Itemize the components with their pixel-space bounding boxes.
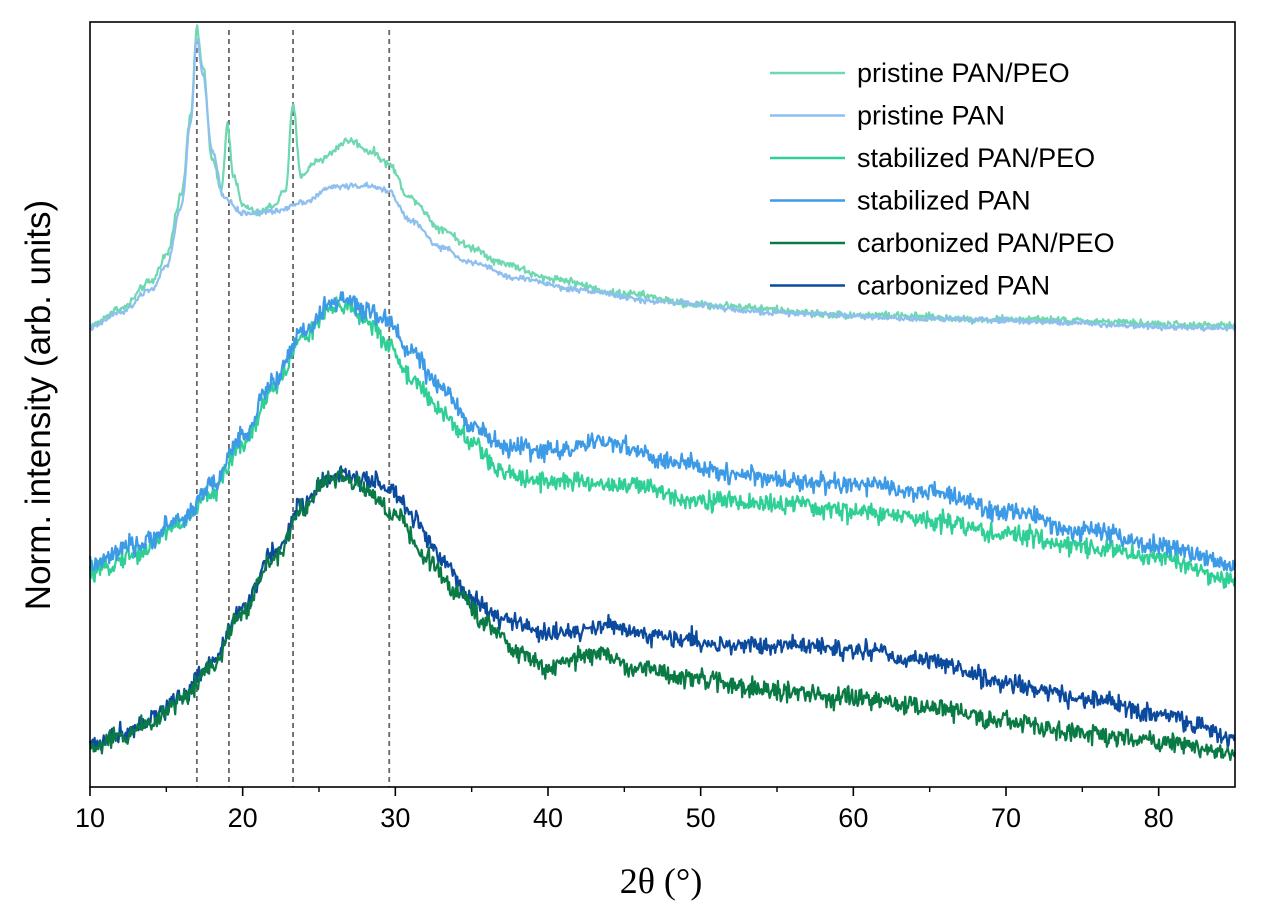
x-tick-label: 30 — [380, 803, 410, 833]
x-tick-label: 80 — [1144, 803, 1174, 833]
series-line-stabilized-pan — [88, 291, 1237, 572]
series-line-carbonized-pan-peo — [89, 468, 1237, 762]
series-line-pristine-pan — [88, 38, 1237, 332]
x-tick-label: 60 — [838, 803, 868, 833]
x-axis-title: 2θ (°) — [620, 861, 703, 901]
plot-frame — [89, 21, 1236, 788]
series-line-carbonized-pan — [88, 465, 1236, 751]
legend: pristine PAN/PEO pristine PAN stabilized P… — [770, 58, 1115, 301]
legend-label: pristine PAN — [857, 101, 1005, 131]
legend-label: pristine PAN/PEO — [857, 58, 1070, 88]
legend-label: stabilized PAN/PEO — [857, 143, 1095, 173]
series-lines — [88, 24, 1237, 762]
legend-label: carbonized PAN — [857, 271, 1050, 301]
legend-label: stabilized PAN — [857, 186, 1031, 216]
x-axis-tick-labels: 10 20 30 40 50 60 70 80 — [75, 803, 1174, 833]
x-axis-ticks — [89, 787, 1160, 796]
series-line-stabilized-pan-peo — [88, 296, 1237, 589]
legend-label: carbonized PAN/PEO — [857, 228, 1115, 258]
y-axis-title: Norm. intensity (arb. units) — [19, 200, 58, 610]
x-tick-label: 40 — [533, 803, 563, 833]
x-tick-label: 50 — [686, 803, 716, 833]
reference-lines — [195, 30, 391, 787]
x-tick-label: 20 — [228, 803, 258, 833]
x-tick-label: 70 — [991, 803, 1021, 833]
x-tick-label: 10 — [75, 803, 105, 833]
